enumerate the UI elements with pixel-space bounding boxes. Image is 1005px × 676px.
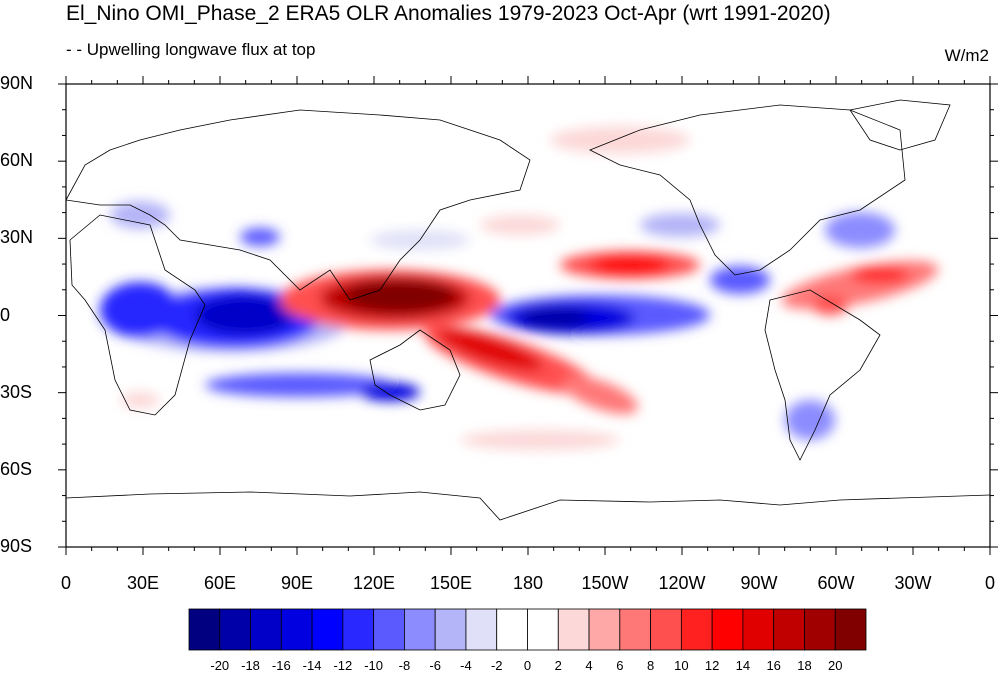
colorbar-label: -14 [302, 658, 322, 673]
antarctica-coast [66, 491, 990, 521]
colorbar-swatch [557, 608, 590, 651]
colorbar-swatch [373, 608, 405, 651]
colorbar-label: 20 [827, 658, 843, 673]
longitude-label: 90E [280, 573, 314, 593]
anomaly-blob [640, 213, 720, 237]
longitude-label: 120E [352, 573, 396, 593]
colorbar-label: -10 [364, 658, 384, 673]
colorbar-label: -6 [429, 658, 441, 673]
colorbar-swatch [527, 608, 559, 651]
colorbar-label: 8 [646, 658, 655, 673]
anomaly-blob [550, 126, 690, 154]
axis-ticks [58, 76, 998, 555]
latitude-label: 60S [0, 458, 33, 479]
anomaly-blob [785, 400, 835, 440]
colorbar-swatch [496, 608, 528, 651]
anomaly-blob [710, 266, 770, 294]
colorbar-label: 6 [616, 658, 624, 673]
longitude-label: 30E [126, 573, 160, 593]
anomaly-blob [360, 383, 420, 401]
colorbar-label: 0 [523, 658, 532, 673]
anomaly-blob [195, 295, 295, 335]
longitude-label: 90W [740, 573, 778, 593]
longitude-label: 150E [429, 573, 473, 593]
anomaly-blob [825, 212, 895, 248]
coastlines [66, 99, 990, 521]
colorbar-swatch [342, 608, 375, 651]
anomaly-fields [100, 126, 939, 450]
colorbar-swatch [188, 608, 221, 651]
colorbar-label: 4 [585, 658, 593, 673]
colorbar-swatch [311, 608, 344, 651]
anomaly-blob [520, 308, 590, 328]
colorbar-label: -16 [271, 658, 291, 673]
longitude-label: 180 [512, 573, 544, 593]
colorbar-swatch [588, 608, 621, 651]
latitude-label: 90N [0, 73, 34, 93]
colorbar-swatch [434, 608, 467, 651]
south-america-coast [764, 289, 881, 461]
anomaly-blob [437, 329, 543, 371]
longitude-label: 30W [894, 573, 932, 593]
anomaly-blob [240, 228, 280, 246]
colorbar-label: 14 [735, 658, 751, 673]
latitude-label: 60N [0, 150, 34, 171]
colorbar-swatch [773, 608, 805, 651]
colorbar-swatch [680, 608, 713, 651]
greenland-coast [849, 99, 951, 151]
longitude-label: 120W [658, 573, 706, 593]
colorbar-label: -8 [398, 658, 411, 673]
colorbar-swatch [711, 608, 744, 651]
colorbar-label: -2 [490, 658, 503, 673]
longitude-label: 150W [581, 573, 629, 593]
colorbar-swatch [465, 608, 498, 651]
colorbar-swatch [650, 608, 682, 651]
colorbar-label: 2 [554, 658, 562, 673]
latitude-label: 30S [0, 381, 33, 402]
colorbar-label: 10 [674, 658, 689, 673]
anomaly-blob [345, 280, 455, 312]
anomaly-blob [562, 376, 638, 414]
africa-coast [69, 214, 206, 416]
colorbar-swatch [280, 608, 313, 651]
colorbar-label: 16 [766, 658, 781, 673]
anomaly-blob [100, 282, 180, 338]
latitude-label: 0 [0, 304, 11, 325]
map-subtitle: - - Upwelling longwave flux at top [66, 40, 316, 59]
anomaly-blob [460, 430, 620, 450]
eurasia-coast [66, 109, 531, 301]
colorbar-swatch [404, 608, 436, 651]
anomaly-blob [850, 267, 910, 283]
colorbar-label: 18 [797, 658, 812, 673]
colorbar-label: -4 [460, 658, 472, 673]
colorbar-swatch [619, 608, 651, 651]
colorbar-swatch [804, 608, 836, 651]
colorbar-swatch [250, 608, 282, 651]
anomaly-blob [110, 201, 170, 229]
anomaly-blob [480, 215, 560, 235]
colorbar-label: -12 [333, 658, 353, 673]
anomaly-blob [120, 392, 160, 408]
colorbar-label: -18 [241, 658, 260, 673]
colorbar-swatch [219, 608, 251, 651]
colorbar [188, 608, 867, 651]
latitude-label: 30N [0, 227, 34, 248]
australia-coast [369, 329, 461, 411]
colorbar-label: -20 [210, 658, 230, 673]
anomaly-blob [812, 295, 848, 315]
longitude-label: 60E [203, 573, 237, 593]
longitude-label: 0 [984, 573, 995, 593]
map-title: El_Nino OMI_Phase_2 ERA5 OLR Anomalies 1… [66, 2, 831, 25]
colorbar-label: 12 [704, 658, 720, 673]
north-america-coast [589, 104, 906, 276]
longitude-label: 0 [60, 573, 71, 593]
latitude-label: 90S [0, 536, 33, 556]
anomaly-blob [590, 256, 670, 274]
units-label: W/m2 [944, 46, 989, 65]
colorbar-swatch [834, 608, 867, 651]
anomaly-blob [205, 373, 395, 397]
longitude-label: 60W [817, 573, 855, 593]
colorbar-swatch [742, 608, 775, 651]
